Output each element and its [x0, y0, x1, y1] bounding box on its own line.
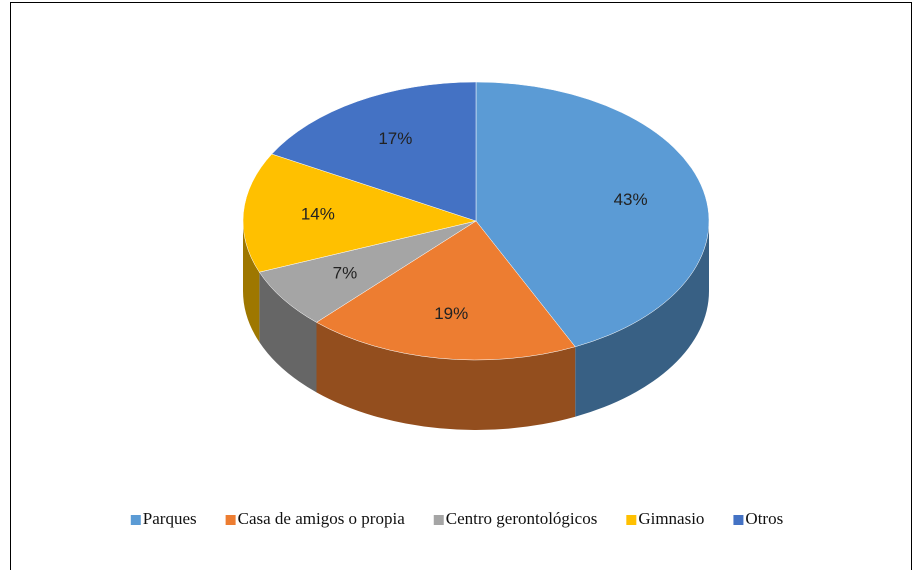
legend-swatch: [225, 515, 236, 525]
data-label: 17%: [378, 129, 412, 148]
legend-swatch: [130, 515, 141, 525]
legend-label: Casa de amigos o propia: [238, 509, 406, 528]
data-label: 43%: [614, 190, 648, 209]
pie-side: [316, 322, 576, 430]
pie-slice: [271, 81, 477, 222]
legend-label: Parques: [143, 509, 197, 528]
pie-side: [243, 221, 260, 343]
data-label: 19%: [434, 304, 468, 323]
legend-swatch: [433, 515, 444, 525]
pie-slice: [258, 220, 477, 323]
pie-slice: [475, 81, 710, 348]
data-label: 14%: [301, 205, 335, 224]
pie-sides: [243, 221, 709, 430]
legend-swatch: [733, 515, 744, 525]
legend-label: Gimnasio: [638, 509, 704, 528]
pie-side: [259, 272, 317, 393]
data-labels: 43% 19% 7% 14% 17%: [301, 129, 648, 323]
legend: Parques Casa de amigos o propia Centro ger…: [130, 509, 783, 528]
pie-tops: [242, 81, 710, 361]
data-label: 7%: [333, 264, 358, 283]
pie-slice: [316, 220, 576, 361]
pie-slice: [242, 153, 477, 273]
pie-side: [575, 221, 709, 417]
legend-label: Otros: [745, 509, 783, 528]
legend-swatch: [626, 515, 637, 525]
legend-label: Centro gerontológicos: [446, 509, 598, 528]
